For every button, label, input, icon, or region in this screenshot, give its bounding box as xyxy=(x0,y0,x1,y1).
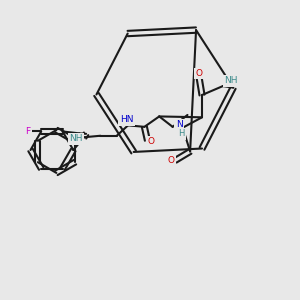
Text: O: O xyxy=(196,69,202,78)
Text: O: O xyxy=(167,157,174,166)
Text: O: O xyxy=(147,137,155,146)
Text: NH: NH xyxy=(69,134,82,143)
Text: N: N xyxy=(176,120,182,129)
Text: HN: HN xyxy=(120,116,133,124)
Text: H: H xyxy=(178,129,184,138)
Text: F: F xyxy=(25,127,30,136)
Text: NH: NH xyxy=(224,76,238,85)
